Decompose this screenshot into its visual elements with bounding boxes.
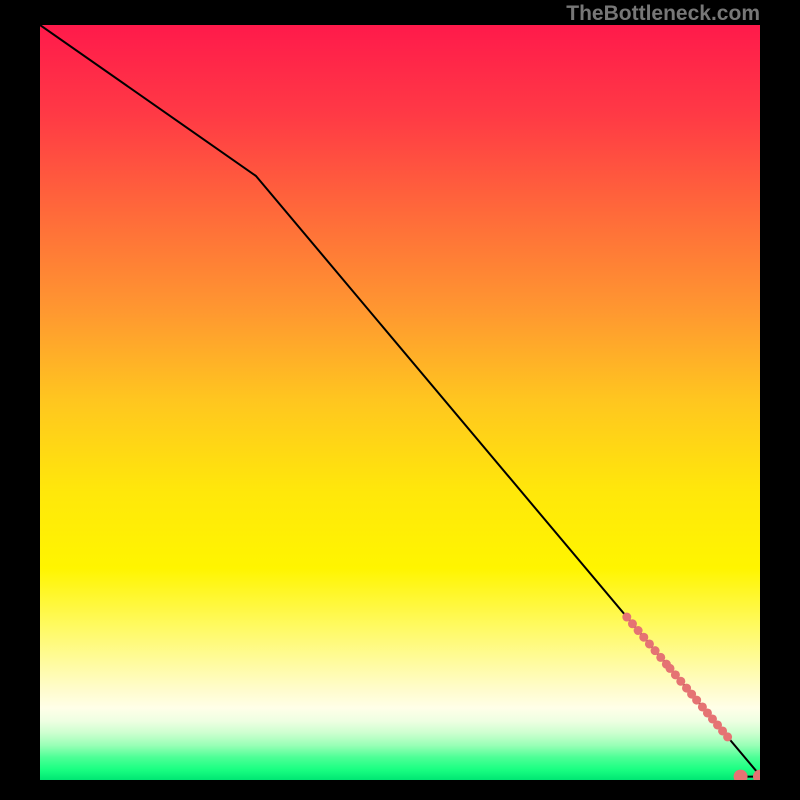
- chart-root: TheBottleneck.com: [0, 0, 800, 800]
- gradient-background: [40, 25, 760, 780]
- plot-svg: [40, 25, 760, 780]
- data-marker: [676, 677, 685, 686]
- data-marker: [692, 696, 701, 705]
- plot-area: [40, 25, 760, 780]
- data-marker: [723, 732, 732, 741]
- watermark-label: TheBottleneck.com: [566, 2, 760, 26]
